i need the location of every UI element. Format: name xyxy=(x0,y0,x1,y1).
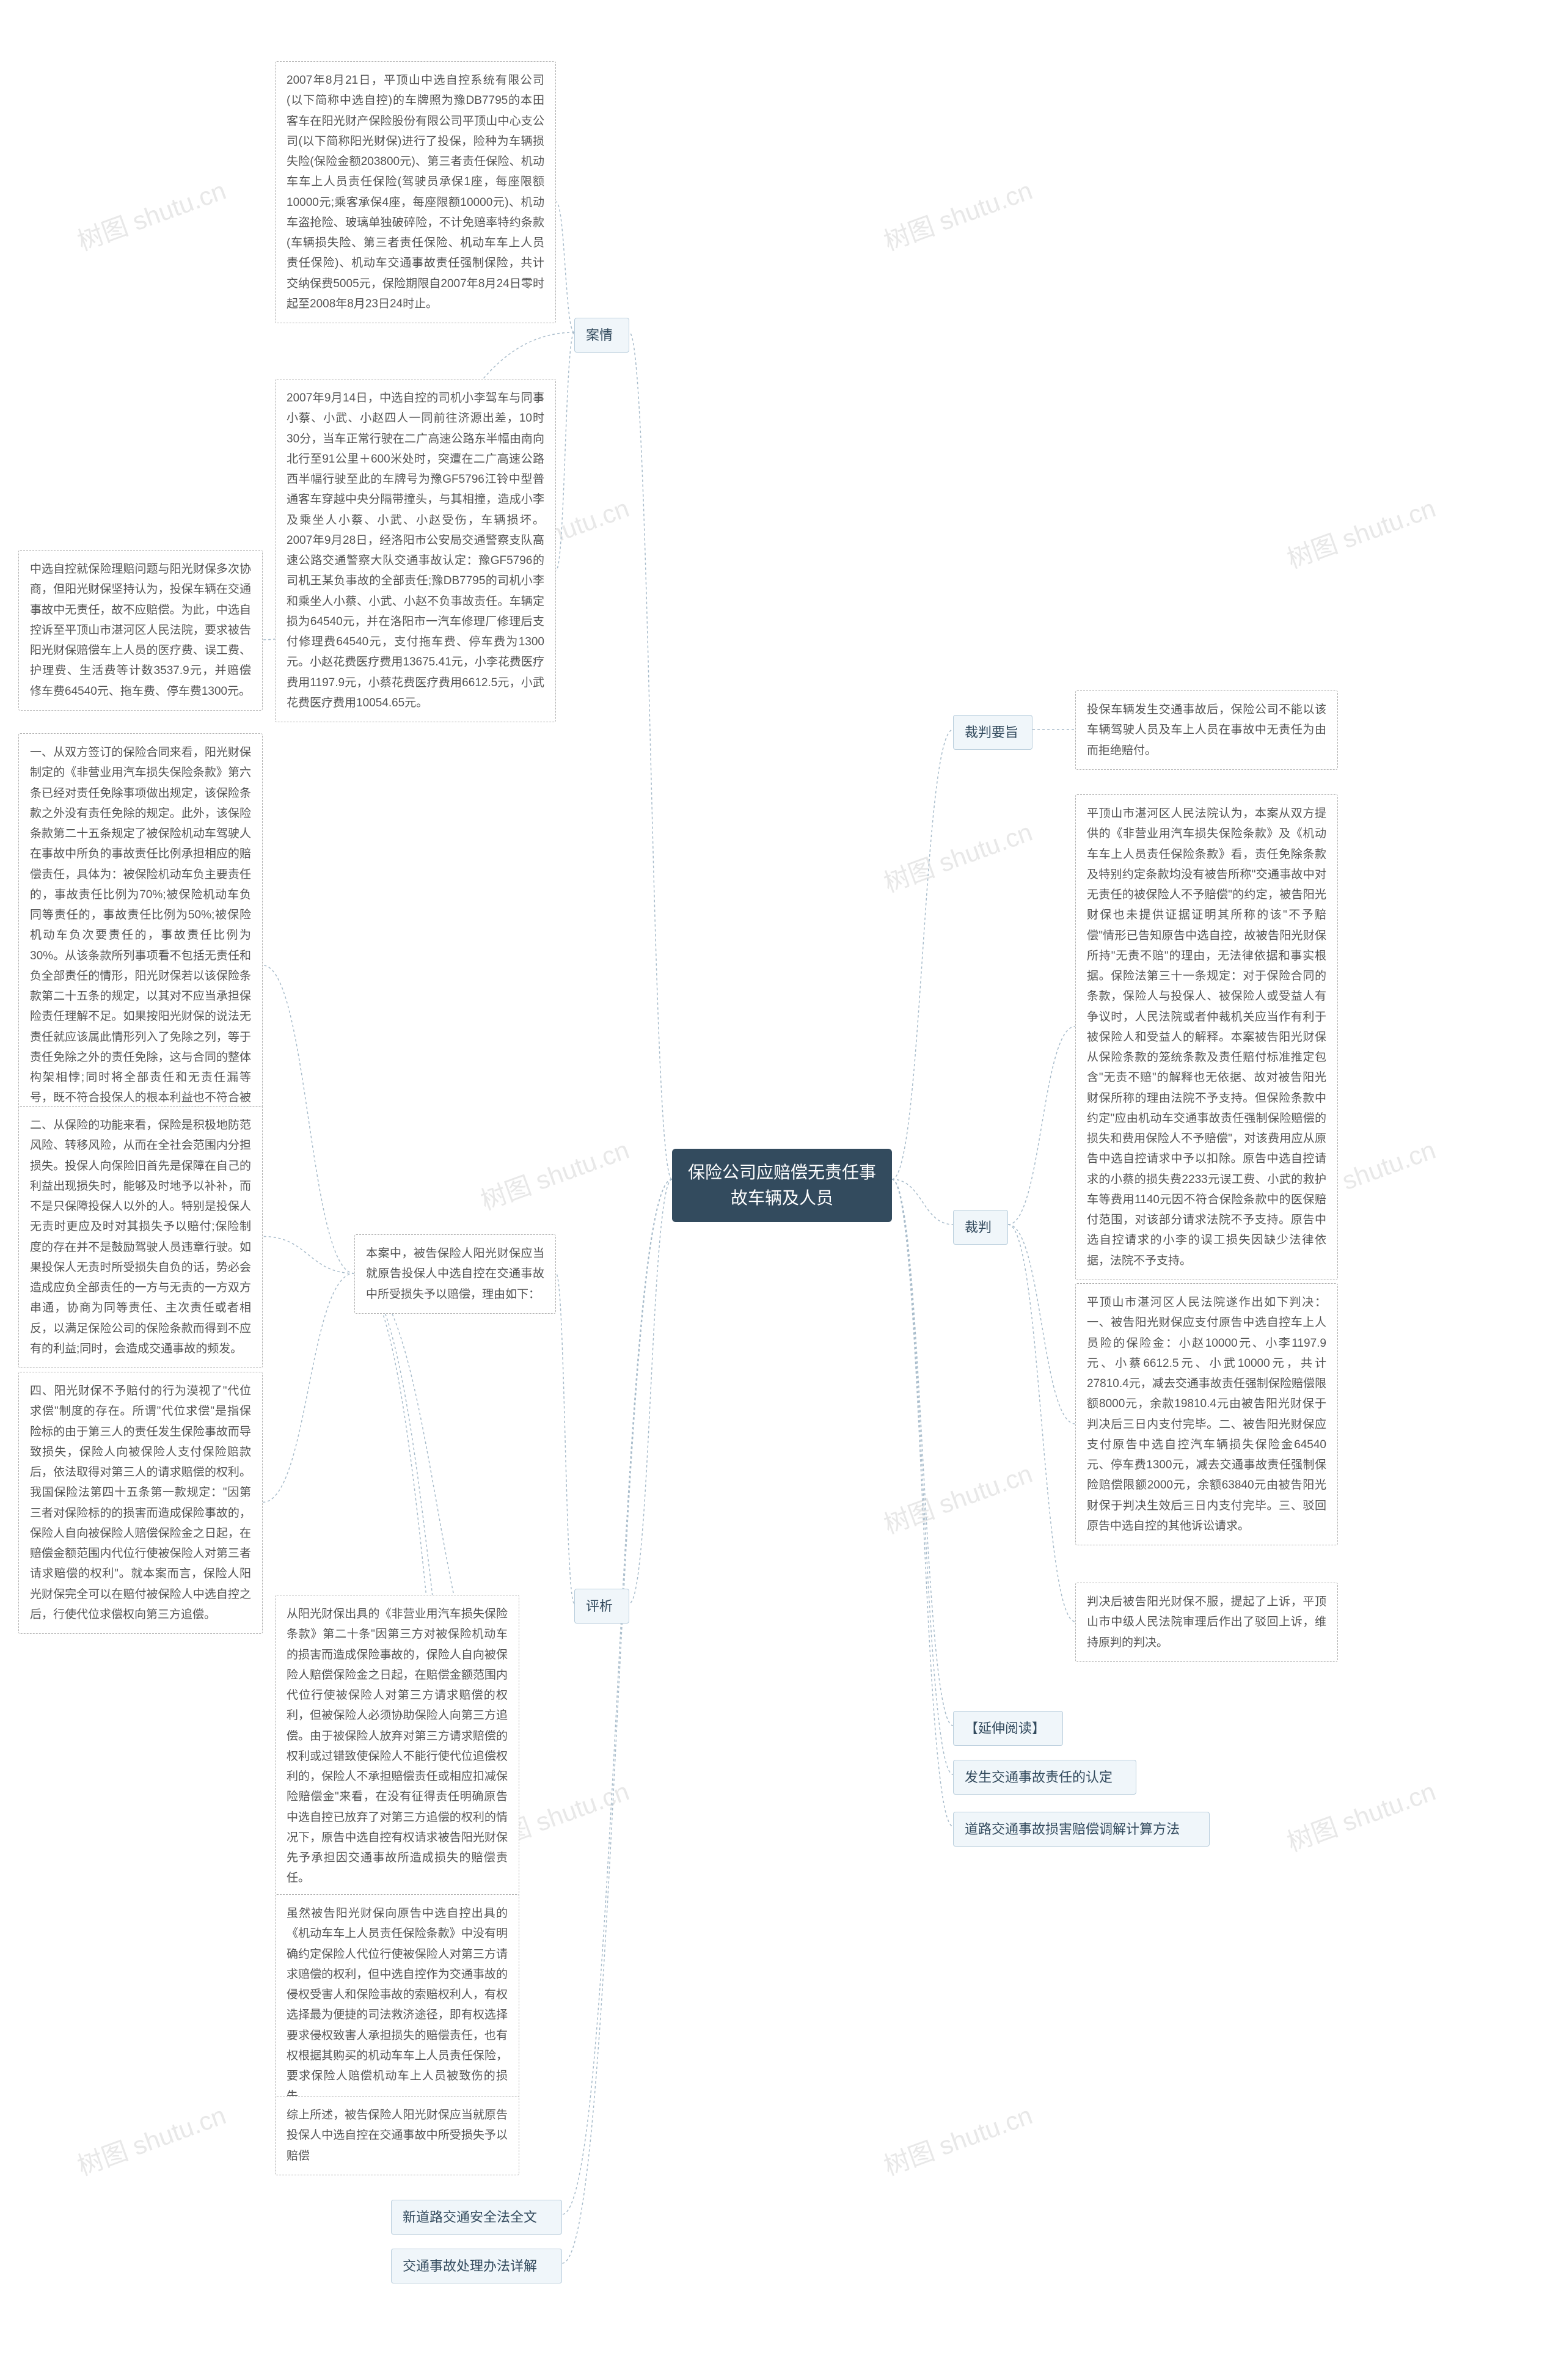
watermark: 树图 shutu.cn xyxy=(475,1129,634,1217)
watermark: 树图 shutu.cn xyxy=(71,170,230,258)
section-caipan: 裁判 xyxy=(953,1210,1008,1245)
section-caiyaozhi: 裁判要旨 xyxy=(953,715,1032,750)
leaf-pingxi-intro: 本案中，被告保险人阳光财保应当就原告投保人中选自控在交通事故中所受损失予以赔偿，… xyxy=(354,1234,556,1314)
leaf-caiyaozhi-0: 投保车辆发生交通事故后，保险公司不能以该车辆驾驶人员及车上人员在事故中无责任为由… xyxy=(1075,690,1338,770)
watermark: 树图 shutu.cn xyxy=(1281,1771,1440,1859)
section-daolu: 道路交通事故损害赔偿调解计算方法 xyxy=(953,1812,1210,1847)
leaf-pingxi-5: 综上所述，被告保险人阳光财保应当就原告投保人中选自控在交通事故中所受损失予以赔偿 xyxy=(275,2096,519,2175)
section-anqing: 案情 xyxy=(574,318,629,353)
leaf-anqing-0: 2007年8月21日，平顶山中选自控系统有限公司(以下简称中选自控)的车牌照为豫… xyxy=(275,61,556,323)
section-xindaolu: 新道路交通安全法全文 xyxy=(391,2200,562,2235)
section-fasheng: 发生交通事故责任的认定 xyxy=(953,1760,1136,1795)
section-shiguchuli: 交通事故处理办法详解 xyxy=(391,2249,562,2283)
root-node: 保险公司应赔偿无责任事故车辆及人员 xyxy=(672,1149,892,1222)
leaf-pingxi-1: 二、从保险的功能来看，保险是积极地防范风险、转移风险，从而在全社会范围内分担损失… xyxy=(18,1106,263,1368)
leaf-caipan-2: 判决后被告阳光财保不服，提起了上诉，平顶山市中级人民法院审理后作出了驳回上诉，维… xyxy=(1075,1583,1338,1662)
mindmap-canvas: 树图 shutu.cn 树图 shutu.cn 树图 shutu.cn 树图 shut… xyxy=(0,0,1564,2380)
watermark: 树图 shutu.cn xyxy=(878,2095,1037,2183)
watermark: 树图 shutu.cn xyxy=(878,1453,1037,1541)
leaf-pingxi-2: 四、阳光财保不予赔付的行为漠视了"代位求偿"制度的存在。所谓"代位求偿"是指保险… xyxy=(18,1372,263,1634)
leaf-caipan-0: 平顶山市湛河区人民法院认为，本案从双方提供的《非营业用汽车损失保险条款》及《机动… xyxy=(1075,794,1338,1280)
watermark: 树图 shutu.cn xyxy=(1281,488,1440,576)
leaf-anqing-2: 中选自控就保险理赔问题与阳光财保多次协商，但阳光财保坚持认为，投保车辆在交通事故… xyxy=(18,550,263,711)
leaf-pingxi-3: 从阳光财保出具的《非营业用汽车损失保险条款》第二十条"因第三方对被保险机动车的损… xyxy=(275,1595,519,1898)
leaf-anqing-1: 2007年9月14日，中选自控的司机小李驾车与同事小蔡、小武、小赵四人一同前往济… xyxy=(275,379,556,722)
watermark: 树图 shutu.cn xyxy=(878,170,1037,258)
watermark: 树图 shutu.cn xyxy=(71,2095,230,2183)
section-pingxi: 评析 xyxy=(574,1589,629,1624)
leaf-caipan-1: 平顶山市湛河区人民法院遂作出如下判决：一、被告阳光财保应支付原告中选自控车上人员… xyxy=(1075,1283,1338,1545)
leaf-pingxi-4: 虽然被告阳光财保向原告中选自控出具的《机动车车上人员责任保险条款》中没有明确约定… xyxy=(275,1894,519,2116)
watermark: 树图 shutu.cn xyxy=(878,811,1037,899)
section-yanshen: 【延伸阅读】 xyxy=(953,1711,1063,1746)
